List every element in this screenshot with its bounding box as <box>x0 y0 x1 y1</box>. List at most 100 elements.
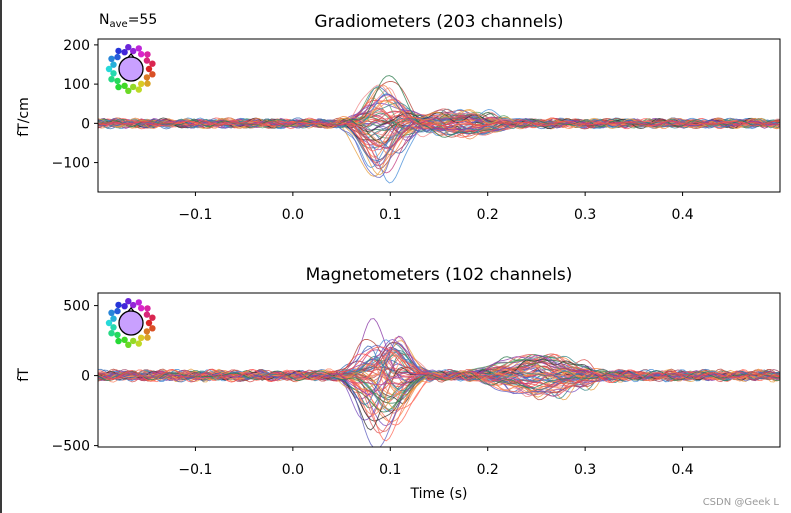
sensor-dot <box>125 87 132 95</box>
sensor-dot <box>143 311 151 318</box>
channel-trace <box>98 340 780 390</box>
sensor-dot <box>110 324 117 331</box>
ytick-label: −100 <box>52 156 90 172</box>
gradiometer-panel: Gradiometers (203 channels) fT/cm 200 100… <box>16 12 781 223</box>
channel-trace <box>98 335 780 400</box>
sensor-dot <box>115 337 122 345</box>
sensor-dot <box>145 65 153 73</box>
channel-trace <box>98 94 780 131</box>
sensor-dot <box>135 340 142 347</box>
channel-trace <box>98 110 780 128</box>
sensor-dot <box>135 45 142 52</box>
channel-trace <box>98 372 780 447</box>
ytick-label: 500 <box>63 299 90 315</box>
sensor-dot <box>115 83 122 91</box>
sensor-dot <box>110 315 117 322</box>
xtick-label: 0.2 <box>477 207 499 223</box>
magnetometer-axes-frame <box>97 292 781 448</box>
xtick-label: 0.4 <box>671 462 693 478</box>
sensor-dot <box>114 53 121 61</box>
window-left-border <box>0 0 2 513</box>
head-nose <box>127 307 135 312</box>
sensor-dot <box>125 341 132 348</box>
head-outline <box>118 56 144 82</box>
sensor-dot <box>130 301 137 309</box>
channel-trace <box>98 370 780 404</box>
xtick-label: 0.3 <box>574 462 596 478</box>
sensor-dot <box>144 80 151 87</box>
watermark: CSDN @Geek L <box>702 497 779 508</box>
sensor-dot <box>110 61 117 68</box>
sensor-dot <box>149 71 156 78</box>
head-outline <box>118 310 144 336</box>
magnetometer-panel: Magnetometers (102 channels) fT 500 0 −500… <box>16 265 781 478</box>
head-nose <box>127 53 135 58</box>
xtick-label: −0.1 <box>178 462 212 478</box>
nave-label: Nave=55 <box>99 12 157 30</box>
sensor-dot <box>138 305 145 312</box>
sensor-dot <box>121 49 128 56</box>
sensor-dot <box>125 298 132 305</box>
xtick-label: 0.1 <box>379 462 401 478</box>
gradiometer-axes-frame <box>97 38 781 193</box>
sensor-dot <box>138 80 145 88</box>
xtick-label: 0.0 <box>282 207 304 223</box>
gradiometer-traces <box>98 75 780 184</box>
sensor-dot <box>143 57 151 64</box>
gradiometer-yticks: 200 100 0 −100 <box>52 38 98 172</box>
gradiometer-sensor-color-key <box>105 44 156 95</box>
sensor-dot <box>130 83 137 91</box>
ytick-label: 0 <box>81 369 90 385</box>
sensor-dot <box>144 51 151 58</box>
sensor-dot <box>121 303 128 310</box>
sensor-dot <box>144 334 151 341</box>
sensor-dot <box>135 299 142 306</box>
magnetometer-sensor-color-key <box>105 298 156 348</box>
channel-trace <box>98 353 780 432</box>
sensor-dot <box>115 47 122 55</box>
channel-trace <box>98 359 780 413</box>
channel-trace <box>98 349 780 388</box>
sensor-dot <box>138 334 145 341</box>
ytick-label: 0 <box>81 116 90 132</box>
sensor-dot <box>138 51 145 58</box>
channel-trace <box>98 341 780 394</box>
gradiometer-xticks: −0.1 0.0 0.1 0.2 0.3 0.4 <box>178 192 694 223</box>
xtick-label: 0.2 <box>477 462 499 478</box>
channel-trace <box>98 354 780 426</box>
sensor-dot <box>115 301 122 309</box>
sensor-dot <box>108 309 115 316</box>
xtick-label: 0.1 <box>379 207 401 223</box>
channel-trace <box>98 360 780 410</box>
ytick-label: 200 <box>63 38 90 54</box>
sensor-dot <box>125 44 132 51</box>
sensor-dot <box>114 77 121 85</box>
channel-trace <box>98 116 780 147</box>
sensor-dot <box>145 319 153 327</box>
channel-trace <box>98 359 780 414</box>
sensor-dot <box>144 305 151 312</box>
channel-trace <box>98 353 780 418</box>
sensor-dot <box>114 307 121 315</box>
channel-trace <box>98 359 780 416</box>
magnetometer-xticks: −0.1 0.0 0.1 0.2 0.3 0.4 <box>178 447 694 478</box>
time-xlabel: Time (s) <box>410 486 468 502</box>
magnetometer-ylabel: fT <box>16 368 32 382</box>
sensor-dot <box>105 65 113 73</box>
xtick-label: 0.4 <box>671 207 693 223</box>
sensor-dot <box>108 76 115 83</box>
sensor-dot <box>149 60 156 67</box>
magnetometer-yticks: 500 0 −500 <box>52 299 98 455</box>
channel-trace <box>98 371 780 442</box>
sensor-dot <box>121 336 128 343</box>
sensor-dot <box>143 74 151 81</box>
sensor-dot <box>130 47 137 55</box>
gradiometer-title: Gradiometers (203 channels) <box>314 12 563 32</box>
gradiometer-ylabel: fT/cm <box>16 97 32 137</box>
sensor-dot <box>105 319 113 327</box>
sensor-dot <box>149 325 156 332</box>
magnetometer-title: Magnetometers (102 channels) <box>306 265 573 285</box>
sensor-dot <box>108 55 115 62</box>
